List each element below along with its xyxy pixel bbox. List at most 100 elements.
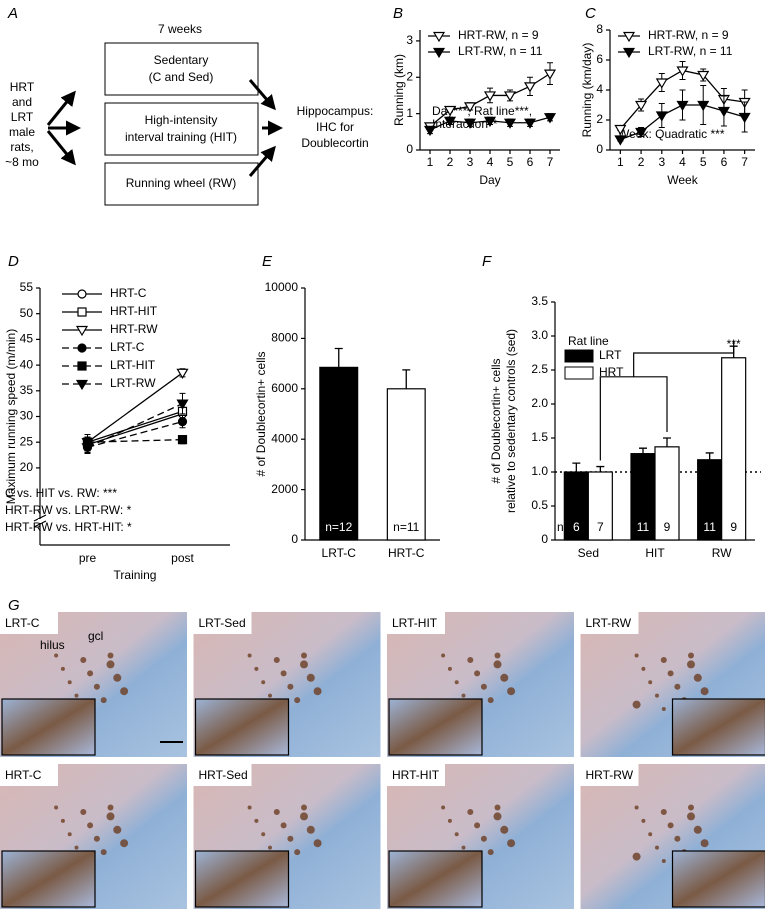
x-tick-label: 2 xyxy=(638,155,645,169)
bar xyxy=(654,446,680,541)
bar xyxy=(319,366,359,541)
duration: 7 weeks xyxy=(158,22,202,36)
marker xyxy=(697,70,710,82)
y-axis-label: relative to sedentary controls (sed) xyxy=(504,329,518,513)
stained-cell xyxy=(687,660,695,669)
stained-cell xyxy=(494,652,501,659)
marker xyxy=(463,102,477,113)
y-axis-label: # of Doublecortin+ cells xyxy=(254,351,268,476)
stained-cell xyxy=(273,656,280,663)
marker xyxy=(75,325,89,337)
arrows xyxy=(46,79,283,177)
y-tick-label: 55 xyxy=(20,280,34,294)
stained-cell xyxy=(273,808,280,815)
stained-cell xyxy=(60,666,65,671)
stained-cell xyxy=(447,666,452,671)
marker xyxy=(676,100,689,112)
axis-gap xyxy=(38,519,42,523)
legend-label: LRT xyxy=(599,348,622,362)
stained-cell xyxy=(280,822,287,829)
stained-cell xyxy=(247,805,252,810)
stained-cell xyxy=(667,670,674,677)
legend-label: LRT-RW, n = 11 xyxy=(648,44,733,58)
marker xyxy=(77,361,87,371)
x-tick-label: 6 xyxy=(527,155,534,169)
stained-cell xyxy=(254,666,259,671)
n-label: 9 xyxy=(730,520,737,534)
y-tick-label: 6000 xyxy=(271,381,298,395)
series-line xyxy=(87,421,183,448)
y-tick-label: 1.5 xyxy=(531,430,548,444)
marker xyxy=(483,116,497,128)
stained-cell xyxy=(306,673,315,682)
stained-cell xyxy=(500,825,509,834)
label-box xyxy=(193,612,252,634)
n-prefix: n= xyxy=(557,520,571,534)
y-axis-label: Running (km) xyxy=(392,54,406,126)
stained-cell xyxy=(313,687,322,696)
n-label: n=12 xyxy=(325,520,352,534)
stained-cell xyxy=(306,825,315,834)
bar xyxy=(721,357,747,541)
group-text: (C and Sed) xyxy=(149,70,214,84)
stained-cell xyxy=(313,839,322,848)
y-tick-label: 30 xyxy=(20,409,34,423)
marker xyxy=(655,78,668,89)
stained-cell xyxy=(500,673,509,682)
stained-cell xyxy=(632,700,641,709)
x-tick-label: 7 xyxy=(547,155,554,169)
y-tick-label: 6 xyxy=(596,52,603,66)
stained-cell xyxy=(700,687,709,696)
stained-cell xyxy=(107,804,114,811)
stained-cell xyxy=(454,832,459,837)
bar xyxy=(587,471,613,541)
legend-label: LRT-C xyxy=(110,340,145,354)
stained-cell xyxy=(54,805,59,810)
marker xyxy=(622,47,636,59)
stained-cell xyxy=(661,707,666,712)
marker xyxy=(717,106,730,118)
marker xyxy=(77,289,87,299)
stained-cell xyxy=(487,849,494,856)
y-tick-label: 0.5 xyxy=(531,498,548,512)
group-text: Running wheel (RW) xyxy=(126,176,237,190)
stained-cell xyxy=(661,859,666,864)
n-label: 9 xyxy=(664,520,671,534)
stained-cell xyxy=(693,825,702,834)
x-tick-label: 7 xyxy=(741,155,748,169)
y-tick-label: 35 xyxy=(20,383,34,397)
y-tick-label: 20 xyxy=(20,460,34,474)
legend-label: LRT-RW xyxy=(110,376,156,390)
label-box xyxy=(193,764,252,786)
subject-text: ~8 mo xyxy=(5,155,39,169)
stained-cell xyxy=(60,818,65,823)
subject-text: HRT xyxy=(10,80,35,94)
y-axis-label: Maximum running speed (m/min) xyxy=(4,329,18,504)
image-label: LRT-Sed xyxy=(199,616,246,630)
stained-cell xyxy=(247,653,252,658)
x-tick-label: 4 xyxy=(487,155,494,169)
label-box xyxy=(580,612,639,634)
stained-cell xyxy=(100,697,107,704)
y-tick-label: 2 xyxy=(596,112,603,126)
error-bar xyxy=(572,462,581,472)
annotation: HRT-RW vs. HRT-HIT: * xyxy=(5,520,132,534)
y-tick-label: 2.0 xyxy=(531,396,548,410)
panel-label: C xyxy=(585,5,596,22)
y-axis-label: Running (km/day) xyxy=(580,43,594,138)
marker xyxy=(176,368,189,379)
stained-cell xyxy=(87,822,94,829)
y-tick-label: 50 xyxy=(20,306,34,320)
x-tick-label: 3 xyxy=(467,155,474,169)
legend-label: LRT-RW, n = 11 xyxy=(458,44,543,58)
marker xyxy=(77,307,87,317)
stained-cell xyxy=(480,835,487,842)
bar xyxy=(630,453,656,541)
y-axis-label: # of Doublecortin+ cells xyxy=(489,358,503,483)
label-box xyxy=(0,764,58,786)
stained-cell xyxy=(493,660,502,669)
stained-cell xyxy=(687,812,695,821)
x-tick-label: Sed xyxy=(578,546,599,560)
region-label: gcl xyxy=(88,629,103,643)
stained-cell xyxy=(113,673,122,682)
